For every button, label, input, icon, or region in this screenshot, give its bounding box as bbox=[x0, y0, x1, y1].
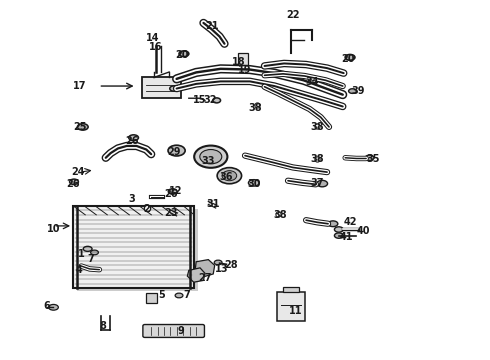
Text: 24: 24 bbox=[71, 167, 85, 177]
Text: 20: 20 bbox=[176, 50, 189, 60]
Bar bbox=[238, 53, 248, 64]
Ellipse shape bbox=[328, 221, 338, 226]
Ellipse shape bbox=[334, 227, 343, 232]
Ellipse shape bbox=[312, 77, 320, 82]
Ellipse shape bbox=[168, 145, 185, 156]
Ellipse shape bbox=[70, 179, 78, 184]
Text: 26: 26 bbox=[125, 136, 138, 146]
Text: 13: 13 bbox=[215, 264, 228, 274]
Text: 38: 38 bbox=[311, 154, 324, 164]
Text: 10: 10 bbox=[47, 225, 60, 234]
Text: 37: 37 bbox=[311, 178, 324, 188]
Ellipse shape bbox=[194, 145, 227, 168]
Ellipse shape bbox=[334, 233, 343, 238]
Text: 7: 7 bbox=[183, 291, 190, 301]
Text: 14: 14 bbox=[147, 33, 160, 43]
Text: 8: 8 bbox=[100, 321, 107, 331]
Ellipse shape bbox=[222, 171, 237, 181]
Text: 38: 38 bbox=[311, 122, 324, 132]
Ellipse shape bbox=[91, 250, 98, 255]
Ellipse shape bbox=[175, 293, 183, 298]
Ellipse shape bbox=[248, 180, 259, 186]
Bar bbox=[283, 287, 299, 292]
Text: 21: 21 bbox=[205, 21, 219, 31]
Text: 2: 2 bbox=[143, 204, 149, 215]
Text: 12: 12 bbox=[169, 186, 182, 197]
Ellipse shape bbox=[213, 98, 220, 103]
Polygon shape bbox=[187, 268, 205, 282]
Text: 11: 11 bbox=[289, 306, 302, 316]
Bar bbox=[147, 293, 157, 303]
Text: 38: 38 bbox=[248, 103, 262, 113]
Ellipse shape bbox=[168, 189, 177, 194]
Ellipse shape bbox=[77, 124, 88, 130]
Text: 17: 17 bbox=[73, 81, 87, 91]
Text: 29: 29 bbox=[168, 147, 181, 157]
Text: 18: 18 bbox=[232, 57, 246, 67]
Bar bbox=[277, 292, 305, 320]
Text: 7: 7 bbox=[88, 254, 95, 264]
Ellipse shape bbox=[49, 305, 58, 310]
Text: 35: 35 bbox=[366, 154, 380, 164]
Text: 31: 31 bbox=[206, 199, 220, 210]
Text: 3: 3 bbox=[128, 194, 135, 204]
Text: 27: 27 bbox=[198, 273, 212, 283]
Ellipse shape bbox=[214, 260, 222, 265]
Text: 32: 32 bbox=[203, 95, 217, 105]
Text: 19: 19 bbox=[238, 64, 252, 75]
Text: 9: 9 bbox=[177, 326, 184, 336]
Ellipse shape bbox=[129, 135, 139, 140]
Text: 25: 25 bbox=[73, 122, 87, 132]
Ellipse shape bbox=[365, 155, 374, 161]
Text: 5: 5 bbox=[159, 291, 165, 301]
Text: 39: 39 bbox=[352, 86, 365, 96]
Text: 30: 30 bbox=[247, 179, 261, 189]
Text: 33: 33 bbox=[201, 156, 215, 166]
Text: 23: 23 bbox=[164, 208, 177, 218]
Ellipse shape bbox=[83, 246, 92, 251]
Text: 42: 42 bbox=[343, 217, 357, 227]
Text: 1: 1 bbox=[78, 248, 85, 258]
Text: 6: 6 bbox=[44, 301, 50, 311]
Text: 38: 38 bbox=[273, 210, 287, 220]
FancyBboxPatch shape bbox=[143, 324, 204, 337]
Text: 26: 26 bbox=[66, 179, 80, 189]
Text: 4: 4 bbox=[75, 265, 82, 275]
Ellipse shape bbox=[348, 89, 356, 93]
Text: 20: 20 bbox=[341, 54, 354, 64]
Bar bbox=[143, 77, 180, 98]
Text: 40: 40 bbox=[357, 226, 370, 236]
Bar bbox=[73, 206, 194, 288]
Ellipse shape bbox=[179, 51, 189, 57]
Ellipse shape bbox=[317, 180, 328, 187]
Text: 26: 26 bbox=[164, 189, 177, 199]
Ellipse shape bbox=[170, 86, 178, 91]
Text: 28: 28 bbox=[224, 260, 238, 270]
Text: 34: 34 bbox=[306, 77, 319, 87]
Text: 41: 41 bbox=[340, 232, 353, 242]
Ellipse shape bbox=[217, 168, 242, 184]
Polygon shape bbox=[195, 260, 215, 277]
Ellipse shape bbox=[200, 149, 222, 164]
Ellipse shape bbox=[345, 54, 355, 60]
Text: 16: 16 bbox=[149, 42, 163, 52]
Text: 22: 22 bbox=[286, 10, 299, 20]
Bar bbox=[77, 209, 198, 291]
Text: 15: 15 bbox=[193, 95, 207, 105]
Text: 36: 36 bbox=[220, 172, 233, 182]
